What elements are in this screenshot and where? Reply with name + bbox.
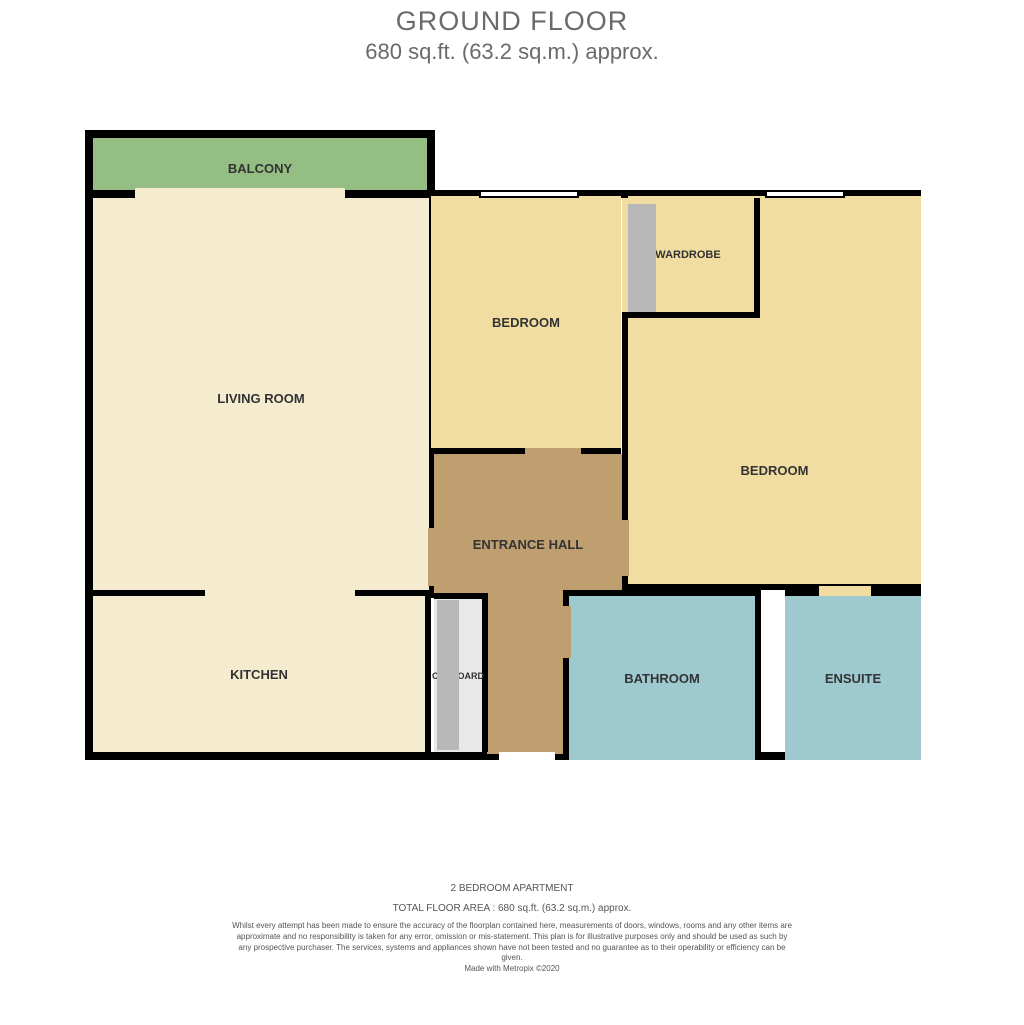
hall-corridor xyxy=(487,590,567,754)
footer: 2 BEDROOM APARTMENT TOTAL FLOOR AREA : 6… xyxy=(0,882,1024,975)
room-label: BEDROOM xyxy=(741,463,809,478)
floor-area: 680 sq.ft. (63.2 sq.m.) approx. xyxy=(0,39,1024,65)
door-bathroom xyxy=(561,606,571,658)
room-hall: ENTRANCE HALL xyxy=(434,454,622,594)
room-label: ENSUITE xyxy=(825,671,881,686)
room-kitchen: KITCHEN xyxy=(85,590,431,760)
floor-title: GROUND FLOOR xyxy=(0,6,1024,37)
window xyxy=(479,190,579,198)
door-bedroom1 xyxy=(525,448,581,460)
room-label: ENTRANCE HALL xyxy=(473,537,584,552)
disclaimer: Whilst every attempt has been made to en… xyxy=(232,921,792,964)
door-ensuite xyxy=(819,586,871,596)
room-label: WARDROBE xyxy=(655,249,720,261)
wardrobe-storage xyxy=(628,204,656,312)
room-label: KITCHEN xyxy=(230,667,288,682)
cupboard-storage xyxy=(437,600,459,750)
floor-plan: BALCONY LIVING ROOM KITCHEN BEDROOM WARDROBE… xyxy=(85,130,921,770)
credit: Made with Metropix ©2020 xyxy=(232,964,792,975)
room-label: BEDROOM xyxy=(492,315,560,330)
apartment-type: 2 BEDROOM APARTMENT xyxy=(0,882,1024,896)
balcony-door xyxy=(135,188,345,200)
window xyxy=(765,190,845,198)
room-label: LIVING ROOM xyxy=(217,391,304,406)
door-bedroom2 xyxy=(617,520,629,576)
total-area: TOTAL FLOOR AREA : 680 sq.ft. (63.2 sq.m… xyxy=(0,902,1024,916)
room-label: BATHROOM xyxy=(624,671,700,686)
room-bathroom: BATHROOM xyxy=(563,590,761,760)
room-living: LIVING ROOM xyxy=(85,190,435,598)
room-bedroom1: BEDROOM xyxy=(431,196,621,454)
front-door xyxy=(499,752,555,762)
room-ensuite: ENSUITE xyxy=(785,590,921,760)
door-living xyxy=(428,528,440,586)
header: GROUND FLOOR 680 sq.ft. (63.2 sq.m.) app… xyxy=(0,0,1024,65)
kitchen-opening xyxy=(205,588,355,600)
room-label: BALCONY xyxy=(228,161,292,176)
